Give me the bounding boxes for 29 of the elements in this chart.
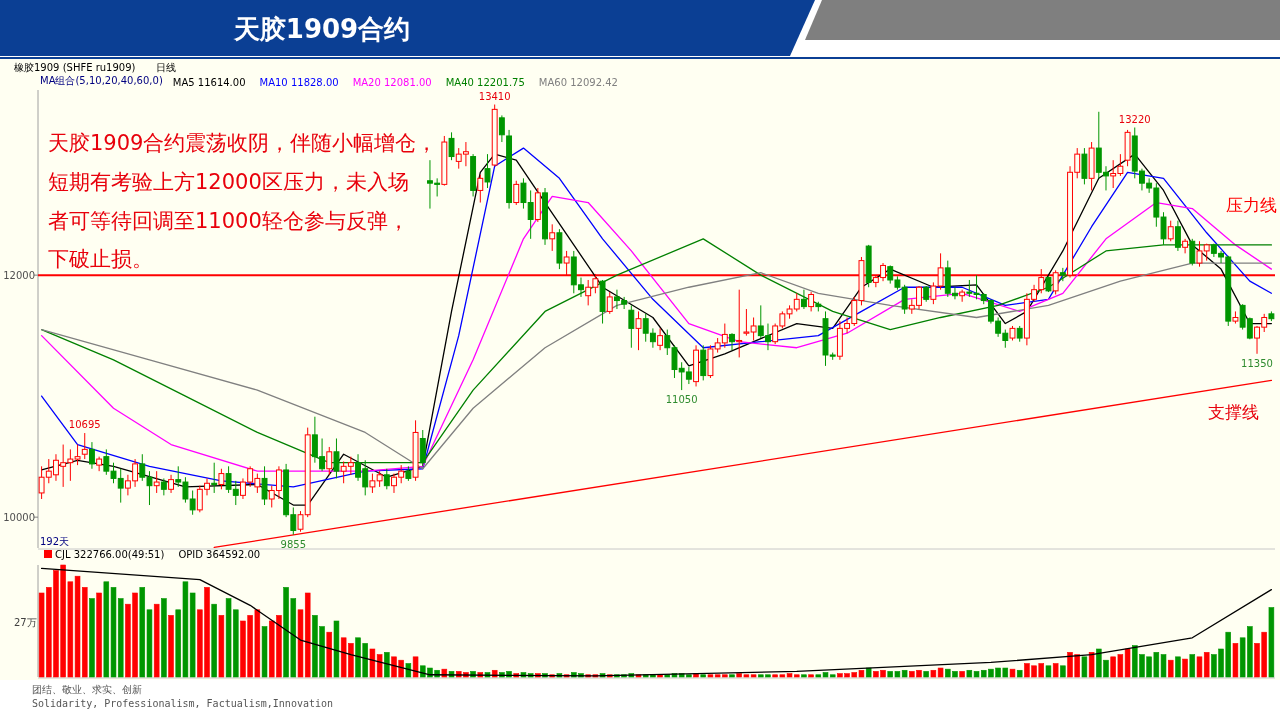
text: 27万 xyxy=(14,617,37,628)
annotation: 11350 xyxy=(1241,357,1273,369)
ref-line-label: 压力线 xyxy=(1226,195,1277,216)
annotation: 者可等待回调至11000轻仓参与反弹， xyxy=(48,209,409,233)
annotation: 13410 xyxy=(478,90,511,102)
text: MA组合(5,10,20,40,60,0) xyxy=(40,75,163,86)
text: Solidarity, Professionalism, Factualism,Innovation xyxy=(32,698,334,709)
annotation: 9855 xyxy=(280,538,307,550)
annotation: 13220 xyxy=(1118,113,1151,125)
text: 日线 xyxy=(156,62,176,73)
text: MA10 11828.00 xyxy=(259,77,339,88)
text: 橡胶1909 (SHFE ru1909) xyxy=(14,62,136,73)
annotation: 10695 xyxy=(68,419,101,431)
annotation: 11050 xyxy=(665,394,698,406)
annotation: 短期有考验上方12000区压力，未入场 xyxy=(48,170,409,194)
y-tick-label: 12000 xyxy=(3,270,35,282)
annotation: 192天 xyxy=(40,536,70,547)
legend-label: CJL 322766.00(49:51) xyxy=(55,549,165,560)
annotation: 支撑线 xyxy=(1208,402,1259,422)
text: MA5 11614.00 xyxy=(172,77,246,88)
y-tick-label: 10000 xyxy=(3,512,35,524)
series-label: OPID 364592.00 xyxy=(178,549,261,560)
chart-title: 天胶1909合约 xyxy=(232,14,411,44)
text: 团结、敬业、求实、创新 xyxy=(32,684,142,695)
annotation: 下破止损。 xyxy=(48,247,153,271)
annotation: 天胶1909合约震荡收阴，伴随小幅增仓， xyxy=(48,131,438,155)
text: MA20 12081.00 xyxy=(352,77,432,88)
text: MA40 12201.75 xyxy=(445,77,525,88)
text: MA60 12092.42 xyxy=(538,77,618,88)
